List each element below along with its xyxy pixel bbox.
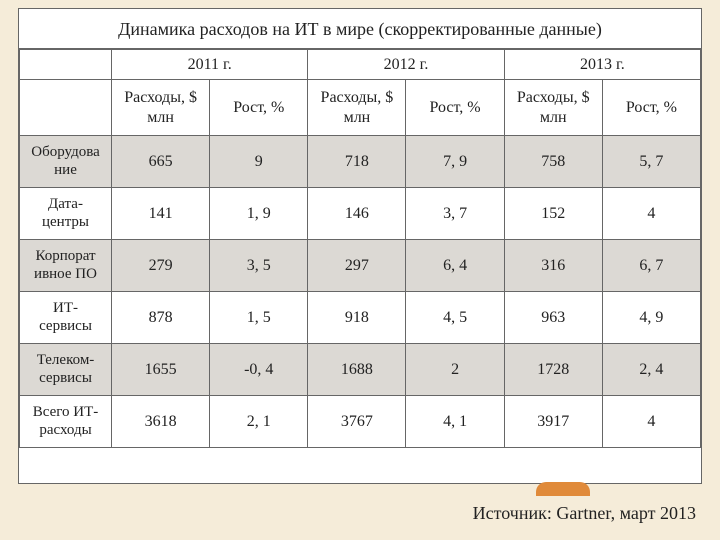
- cell: 758: [504, 136, 602, 188]
- cell: 4, 1: [406, 396, 504, 448]
- cell: 3, 7: [406, 188, 504, 240]
- cell: 5, 7: [602, 136, 700, 188]
- col-spend-2013: Расходы, $ млн: [504, 80, 602, 136]
- cell: 2: [406, 344, 504, 396]
- cell: 665: [112, 136, 210, 188]
- cell: 9: [210, 136, 308, 188]
- table-head: 2011 г. 2012 г. 2013 г. Расходы, $ млн Р…: [20, 50, 701, 136]
- cell: 1, 5: [210, 292, 308, 344]
- col-growth-2012: Рост, %: [406, 80, 504, 136]
- year-2012: 2012 г.: [308, 50, 504, 80]
- cell: 3917: [504, 396, 602, 448]
- header-blank: [20, 50, 112, 80]
- year-2013: 2013 г.: [504, 50, 700, 80]
- subheader-blank: [20, 80, 112, 136]
- cell: -0, 4: [210, 344, 308, 396]
- cell: 316: [504, 240, 602, 292]
- row-label: Всего ИТ-расходы: [20, 396, 112, 448]
- cell: 3618: [112, 396, 210, 448]
- row-label: Оборудование: [20, 136, 112, 188]
- cell: 4: [602, 188, 700, 240]
- accent-shape: [536, 482, 590, 496]
- row-label: Корпоративное ПО: [20, 240, 112, 292]
- row-label: Телеком-сервисы: [20, 344, 112, 396]
- table-frame: Динамика расходов на ИТ в мире (скоррект…: [18, 8, 702, 484]
- table-row: ИТ-сервисы8781, 59184, 59634, 9: [20, 292, 701, 344]
- cell: 152: [504, 188, 602, 240]
- table-row: Всего ИТ-расходы36182, 137674, 139174: [20, 396, 701, 448]
- table-row: Телеком-сервисы1655-0, 41688217282, 4: [20, 344, 701, 396]
- data-table: 2011 г. 2012 г. 2013 г. Расходы, $ млн Р…: [19, 49, 701, 448]
- cell: 1728: [504, 344, 602, 396]
- cell: 146: [308, 188, 406, 240]
- cell: 2, 4: [602, 344, 700, 396]
- cell: 7, 9: [406, 136, 504, 188]
- cell: 2, 1: [210, 396, 308, 448]
- col-growth-2013: Рост, %: [602, 80, 700, 136]
- col-spend-2011: Расходы, $ млн: [112, 80, 210, 136]
- cell: 718: [308, 136, 406, 188]
- cell: 1, 9: [210, 188, 308, 240]
- year-header-row: 2011 г. 2012 г. 2013 г.: [20, 50, 701, 80]
- year-2011: 2011 г.: [112, 50, 308, 80]
- cell: 6, 7: [602, 240, 700, 292]
- table-title: Динамика расходов на ИТ в мире (скоррект…: [19, 9, 701, 49]
- table-body: Оборудование66597187, 97585, 7Дата-центр…: [20, 136, 701, 448]
- cell: 141: [112, 188, 210, 240]
- table-row: Дата-центры1411, 91463, 71524: [20, 188, 701, 240]
- cell: 1655: [112, 344, 210, 396]
- table-row: Корпоративное ПО2793, 52976, 43166, 7: [20, 240, 701, 292]
- source-text: Источник: Gartner, март 2013: [473, 503, 696, 524]
- cell: 963: [504, 292, 602, 344]
- cell: 4: [602, 396, 700, 448]
- table-row: Оборудование66597187, 97585, 7: [20, 136, 701, 188]
- cell: 878: [112, 292, 210, 344]
- row-label: ИТ-сервисы: [20, 292, 112, 344]
- cell: 918: [308, 292, 406, 344]
- sub-header-row: Расходы, $ млн Рост, % Расходы, $ млн Ро…: [20, 80, 701, 136]
- cell: 3, 5: [210, 240, 308, 292]
- cell: 1688: [308, 344, 406, 396]
- cell: 297: [308, 240, 406, 292]
- cell: 6, 4: [406, 240, 504, 292]
- cell: 279: [112, 240, 210, 292]
- cell: 4, 5: [406, 292, 504, 344]
- cell: 4, 9: [602, 292, 700, 344]
- col-spend-2012: Расходы, $ млн: [308, 80, 406, 136]
- row-label: Дата-центры: [20, 188, 112, 240]
- cell: 3767: [308, 396, 406, 448]
- col-growth-2011: Рост, %: [210, 80, 308, 136]
